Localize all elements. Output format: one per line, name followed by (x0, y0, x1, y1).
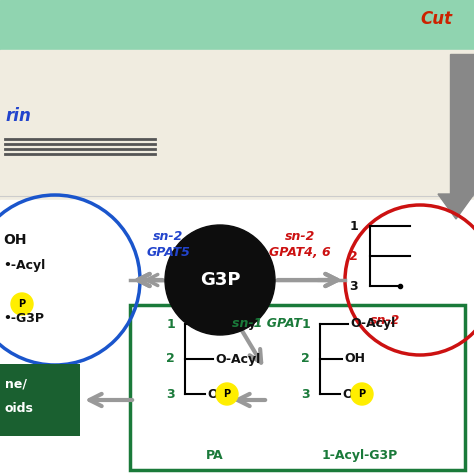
Text: 1: 1 (301, 318, 310, 330)
Bar (0, 0, 474, 50)
Text: PA: PA (206, 449, 224, 462)
Text: •-Acyl: •-Acyl (3, 259, 45, 273)
Text: OH: OH (3, 233, 27, 247)
Text: P: P (358, 389, 365, 399)
Text: 3: 3 (349, 280, 358, 292)
Text: 1: 1 (349, 219, 358, 233)
Text: 2: 2 (166, 353, 175, 365)
Bar (0, 50, 474, 200)
Text: 1: 1 (166, 318, 175, 330)
Text: sn-2
GPAT4, 6: sn-2 GPAT4, 6 (269, 230, 331, 259)
Text: P: P (223, 389, 230, 399)
Text: P: P (18, 299, 26, 309)
Text: rin: rin (5, 107, 31, 125)
Text: O-Acyl: O-Acyl (350, 318, 395, 330)
Text: sn-2
GPAT5: sn-2 GPAT5 (146, 230, 190, 259)
Text: O-Acyl: O-Acyl (215, 353, 260, 365)
Text: G3P: G3P (200, 271, 240, 289)
Text: 2: 2 (349, 249, 358, 263)
Bar (450, 54, 474, 194)
Text: 1-Acyl-G3P: 1-Acyl-G3P (322, 449, 398, 462)
Text: 3: 3 (166, 388, 175, 401)
Text: O: O (342, 388, 353, 401)
Text: O-Acyl: O-Acyl (215, 318, 260, 330)
Text: sn-2: sn-2 (370, 314, 401, 327)
Circle shape (216, 383, 238, 405)
Text: O: O (207, 388, 218, 401)
Text: Cut: Cut (420, 10, 452, 28)
Text: 2: 2 (301, 353, 310, 365)
Text: •-G3P: •-G3P (3, 312, 44, 326)
Bar (0, 364, 80, 436)
Bar (130, 305, 465, 470)
Polygon shape (438, 194, 474, 219)
Bar (0, 200, 474, 474)
Text: oids: oids (5, 402, 34, 416)
Text: 3: 3 (301, 388, 310, 401)
Text: sn-1 GPAT: sn-1 GPAT (232, 317, 302, 330)
Text: OH: OH (344, 353, 365, 365)
Text: ne/: ne/ (5, 377, 27, 391)
Circle shape (351, 383, 373, 405)
Circle shape (11, 293, 33, 315)
Circle shape (165, 225, 275, 335)
